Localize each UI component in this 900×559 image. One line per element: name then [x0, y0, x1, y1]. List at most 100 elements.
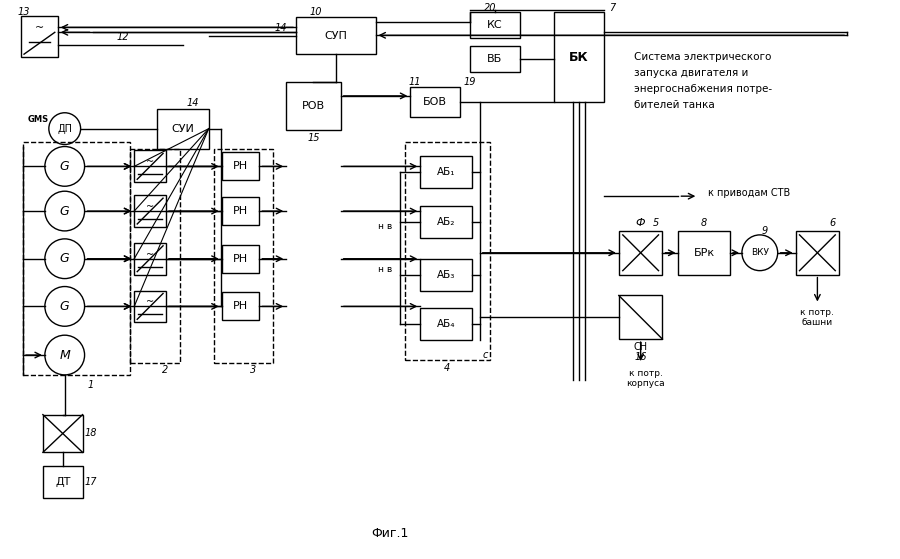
Circle shape: [49, 113, 81, 145]
Text: ~: ~: [146, 250, 154, 260]
Text: к приводам СТВ: к приводам СТВ: [708, 188, 790, 198]
Text: GMS: GMS: [28, 115, 50, 124]
Text: к потр.: к потр.: [629, 369, 662, 378]
Text: 1: 1: [87, 380, 94, 390]
Bar: [134, 195, 166, 227]
Text: корпуса: корпуса: [626, 380, 665, 389]
Bar: [221, 153, 259, 181]
Text: башни: башни: [802, 318, 833, 327]
Bar: [221, 245, 259, 273]
Circle shape: [45, 239, 85, 278]
Text: запуска двигателя и: запуска двигателя и: [634, 68, 748, 78]
Text: ~: ~: [146, 158, 154, 167]
Bar: [221, 197, 259, 225]
Text: 5: 5: [652, 218, 659, 228]
Bar: [130, 149, 180, 363]
Text: G: G: [60, 205, 69, 217]
Text: РН: РН: [233, 162, 248, 172]
Text: 20: 20: [483, 2, 496, 12]
Text: АБ₄: АБ₄: [436, 319, 455, 329]
Text: БРк: БРк: [694, 248, 715, 258]
Text: РН: РН: [233, 206, 248, 216]
Text: СН: СН: [634, 342, 648, 352]
Text: Фиг.1: Фиг.1: [372, 527, 410, 541]
Text: ~: ~: [146, 297, 154, 307]
Text: ДТ: ДТ: [55, 477, 70, 487]
Bar: [134, 150, 166, 182]
Text: РН: РН: [233, 254, 248, 264]
Circle shape: [45, 335, 85, 375]
Text: 14: 14: [186, 98, 199, 108]
Bar: [405, 141, 490, 360]
Text: АБ₁: АБ₁: [436, 167, 455, 177]
Bar: [43, 415, 83, 452]
Text: 6: 6: [829, 218, 835, 228]
Text: БК: БК: [570, 51, 589, 64]
Text: 13: 13: [17, 7, 30, 17]
Bar: [679, 231, 730, 274]
Text: 9: 9: [761, 226, 768, 236]
Text: G: G: [60, 160, 69, 173]
Text: Ф: Ф: [635, 218, 645, 228]
Text: G: G: [60, 252, 69, 265]
Bar: [134, 243, 166, 274]
Bar: [470, 46, 519, 72]
Text: СУИ: СУИ: [172, 124, 194, 134]
Text: энергоснабжения потре-: энергоснабжения потре-: [634, 84, 772, 94]
Bar: [470, 12, 519, 38]
Text: н в: н в: [378, 222, 392, 231]
Text: 8: 8: [701, 218, 707, 228]
Bar: [410, 87, 460, 117]
Text: М: М: [59, 349, 70, 362]
Bar: [158, 109, 209, 149]
Text: РОВ: РОВ: [302, 101, 325, 111]
Bar: [420, 309, 472, 340]
Text: 4: 4: [444, 363, 450, 373]
Bar: [296, 17, 375, 54]
Text: 11: 11: [409, 77, 421, 87]
Text: н в: н в: [378, 265, 392, 274]
Text: с: с: [482, 350, 488, 360]
Text: СУП: СУП: [324, 31, 347, 41]
Bar: [21, 16, 58, 57]
Bar: [213, 149, 274, 363]
Text: БОВ: БОВ: [423, 97, 447, 107]
Circle shape: [742, 235, 778, 271]
Text: ВБ: ВБ: [487, 54, 502, 64]
Bar: [796, 231, 839, 274]
Bar: [221, 292, 259, 320]
Circle shape: [45, 191, 85, 231]
Text: к потр.: к потр.: [800, 308, 834, 317]
Text: Система электрического: Система электрического: [634, 52, 771, 62]
Text: 14: 14: [274, 23, 287, 33]
Circle shape: [45, 146, 85, 186]
Text: 15: 15: [307, 132, 320, 143]
Text: АБ₃: АБ₃: [436, 269, 455, 280]
Bar: [23, 141, 130, 375]
Text: РН: РН: [233, 301, 248, 311]
Text: КС: КС: [487, 20, 502, 30]
Bar: [420, 259, 472, 291]
Bar: [554, 12, 604, 102]
Bar: [619, 296, 662, 339]
Bar: [619, 231, 662, 274]
Text: 19: 19: [464, 77, 476, 87]
Text: 18: 18: [85, 429, 97, 438]
Text: ~: ~: [146, 202, 154, 212]
Text: 10: 10: [310, 7, 322, 17]
Text: АБ₂: АБ₂: [436, 217, 455, 227]
Text: ВКУ: ВКУ: [751, 248, 769, 257]
Text: 7: 7: [608, 2, 615, 12]
Bar: [43, 466, 83, 498]
Bar: [420, 206, 472, 238]
Circle shape: [45, 287, 85, 326]
Bar: [134, 291, 166, 323]
Text: 2: 2: [162, 365, 168, 375]
Text: 17: 17: [85, 477, 97, 487]
Bar: [286, 82, 341, 130]
Text: бителей танка: бителей танка: [634, 100, 715, 110]
Text: G: G: [60, 300, 69, 313]
Text: ДП: ДП: [58, 124, 72, 134]
Text: 12: 12: [116, 32, 129, 42]
Bar: [420, 157, 472, 188]
